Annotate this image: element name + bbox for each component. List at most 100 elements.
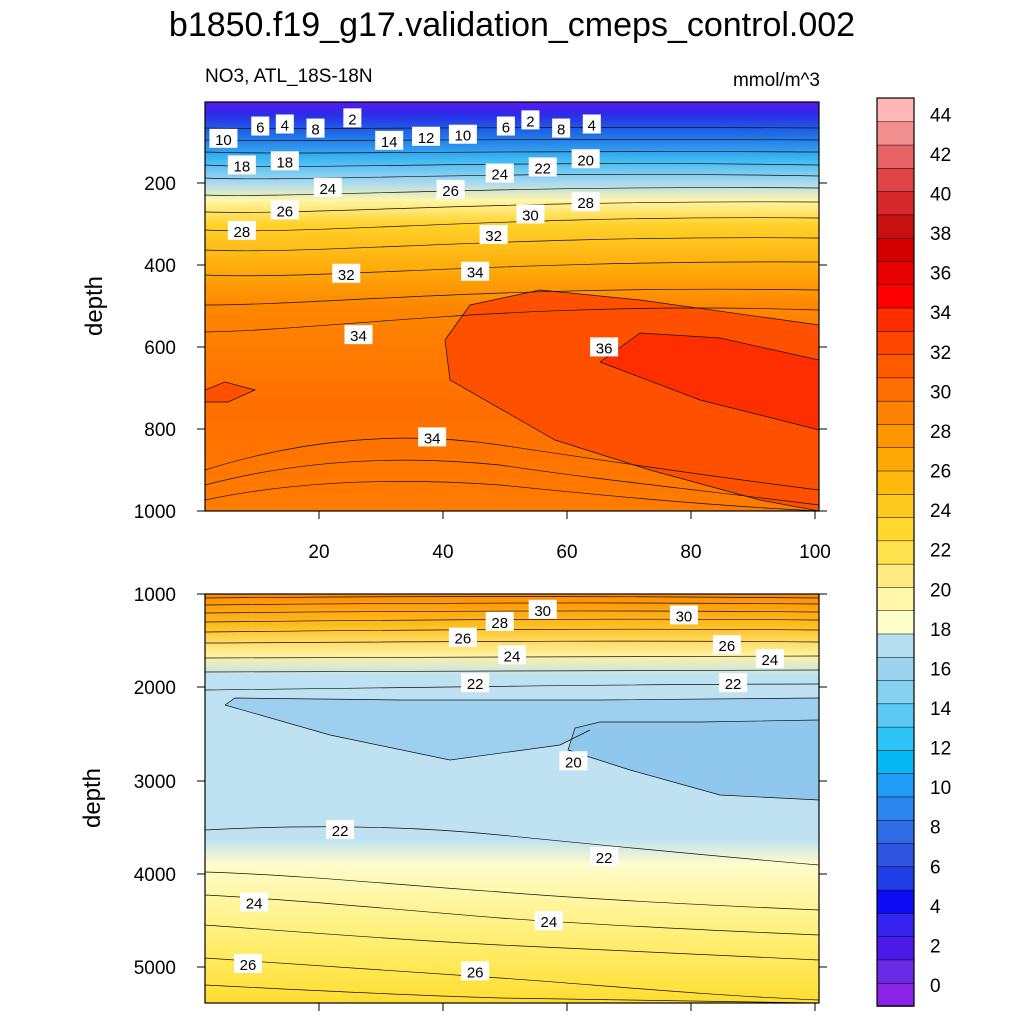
contour-label: 6	[502, 120, 510, 137]
colorbar-block	[876, 633, 915, 658]
contour-label-bg	[516, 204, 545, 224]
colorbar-label: 28	[930, 422, 951, 443]
colorbar-block	[876, 400, 915, 425]
contour-label: 26	[240, 957, 257, 974]
lower-ytick-label: 1000	[134, 585, 176, 606]
contour-label-bg	[712, 635, 741, 655]
upper-xtick-label: 60	[556, 542, 577, 563]
colorbar-block	[876, 377, 915, 402]
lower-contour-line	[205, 826, 819, 866]
lower-x-axis	[318, 1003, 816, 1011]
contour-label-bg	[448, 124, 477, 144]
upper-xtick-label: 100	[799, 542, 831, 563]
upper-core-36	[600, 333, 819, 430]
colorbar-label: 8	[930, 818, 941, 839]
colorbar-label: 4	[930, 897, 941, 918]
contour-label: 26	[276, 203, 293, 220]
colorbar-block	[876, 284, 915, 309]
lower-contour-line	[205, 602, 819, 606]
upper-contour-line	[205, 237, 819, 252]
contour-label: 20	[565, 754, 582, 771]
colorbar-label: 16	[930, 659, 951, 680]
colorbar-block	[876, 121, 915, 146]
contour-label: 8	[311, 122, 319, 139]
colorbar-block	[876, 959, 915, 984]
contour-label-bg	[436, 179, 465, 199]
upper-contour-line	[205, 480, 819, 511]
contour-label-bg	[209, 128, 238, 148]
contour-label: 22	[725, 676, 742, 693]
contour-label: 4	[588, 117, 596, 134]
colorbar-block	[876, 214, 915, 239]
upper-ytick-label: 1000	[134, 502, 176, 523]
contour-label: 28	[491, 615, 508, 632]
contour-label: 22	[467, 676, 484, 693]
colorbar-label: 42	[930, 145, 951, 166]
upper-frame	[204, 101, 820, 512]
contour-label: 32	[485, 228, 502, 245]
colorbar-label: 2	[930, 936, 941, 957]
contour-label-bg	[233, 953, 262, 973]
upper-contour-line	[599, 332, 819, 363]
upper-ytick-label: 400	[144, 256, 176, 277]
colorbar-block	[876, 423, 915, 448]
contour-label-bg	[528, 157, 557, 177]
colorbar-block	[876, 97, 915, 123]
colorbar-block	[876, 609, 915, 635]
contour-label-bg	[461, 961, 490, 981]
contour-label: 26	[442, 183, 459, 200]
colorbar-block	[876, 167, 915, 192]
colorbar-block	[876, 749, 915, 774]
lower-ytick-label: 4000	[134, 865, 176, 886]
colorbar-block	[876, 237, 915, 262]
colorbar-block	[876, 772, 915, 798]
upper-ytick-label: 600	[144, 338, 176, 359]
colorbar-block	[876, 330, 915, 355]
lower-contour-line	[205, 924, 819, 961]
colorbar-block	[876, 144, 915, 169]
colorbar-block	[876, 516, 915, 542]
contour-label: 22	[596, 850, 613, 867]
lower-ytick-label: 5000	[134, 958, 176, 979]
colorbar-label: 22	[930, 541, 951, 562]
colorbar-block	[876, 190, 915, 216]
contour-label: 8	[557, 122, 565, 139]
upper-contour-line	[205, 187, 819, 196]
colorbar-label: 20	[930, 580, 951, 601]
upper-contour-line	[444, 339, 819, 511]
colorbar-frame	[876, 97, 915, 1007]
contour-label: 18	[233, 158, 250, 175]
upper-xtick-label: 40	[432, 542, 453, 563]
colorbar-label: 36	[930, 264, 951, 285]
contour-label: 2	[526, 113, 534, 130]
contour-label-bg	[270, 200, 299, 220]
colorbar-label: 24	[930, 501, 952, 522]
contour-label: 24	[762, 652, 779, 669]
contour-label: 30	[522, 207, 539, 224]
colorbar-label: 44	[930, 105, 952, 126]
upper-y-axis-label: depth	[81, 276, 108, 336]
contour-label-bg	[275, 114, 294, 134]
colorbar-block	[876, 563, 915, 588]
subtitle-left: NO3, ATL_18S-18N	[205, 66, 373, 87]
lower-contour-line	[567, 719, 819, 751]
contour-label-bg	[669, 605, 698, 625]
contour-label: 10	[215, 132, 232, 149]
upper-contour-line	[205, 173, 819, 180]
contour-label-bg	[448, 627, 477, 647]
colorbar-block	[876, 586, 915, 611]
contour-label-bg	[528, 599, 557, 619]
colorbar: 0246810121416182022242628303234363840424…	[876, 97, 952, 1007]
subtitle-right: mmol/m^3	[733, 70, 820, 91]
colorbar-block	[876, 819, 915, 844]
colorbar-label: 30	[930, 382, 951, 403]
upper-contour-line	[205, 201, 819, 213]
colorbar-label: 18	[930, 620, 951, 641]
contour-label: 22	[534, 160, 551, 177]
colorbar-block	[876, 796, 915, 821]
contour-label-bg	[590, 847, 619, 867]
contour-label: 26	[719, 638, 736, 655]
upper-contour-line	[599, 361, 819, 431]
contour-label: 28	[577, 195, 594, 212]
contour-label: 10	[455, 128, 472, 145]
